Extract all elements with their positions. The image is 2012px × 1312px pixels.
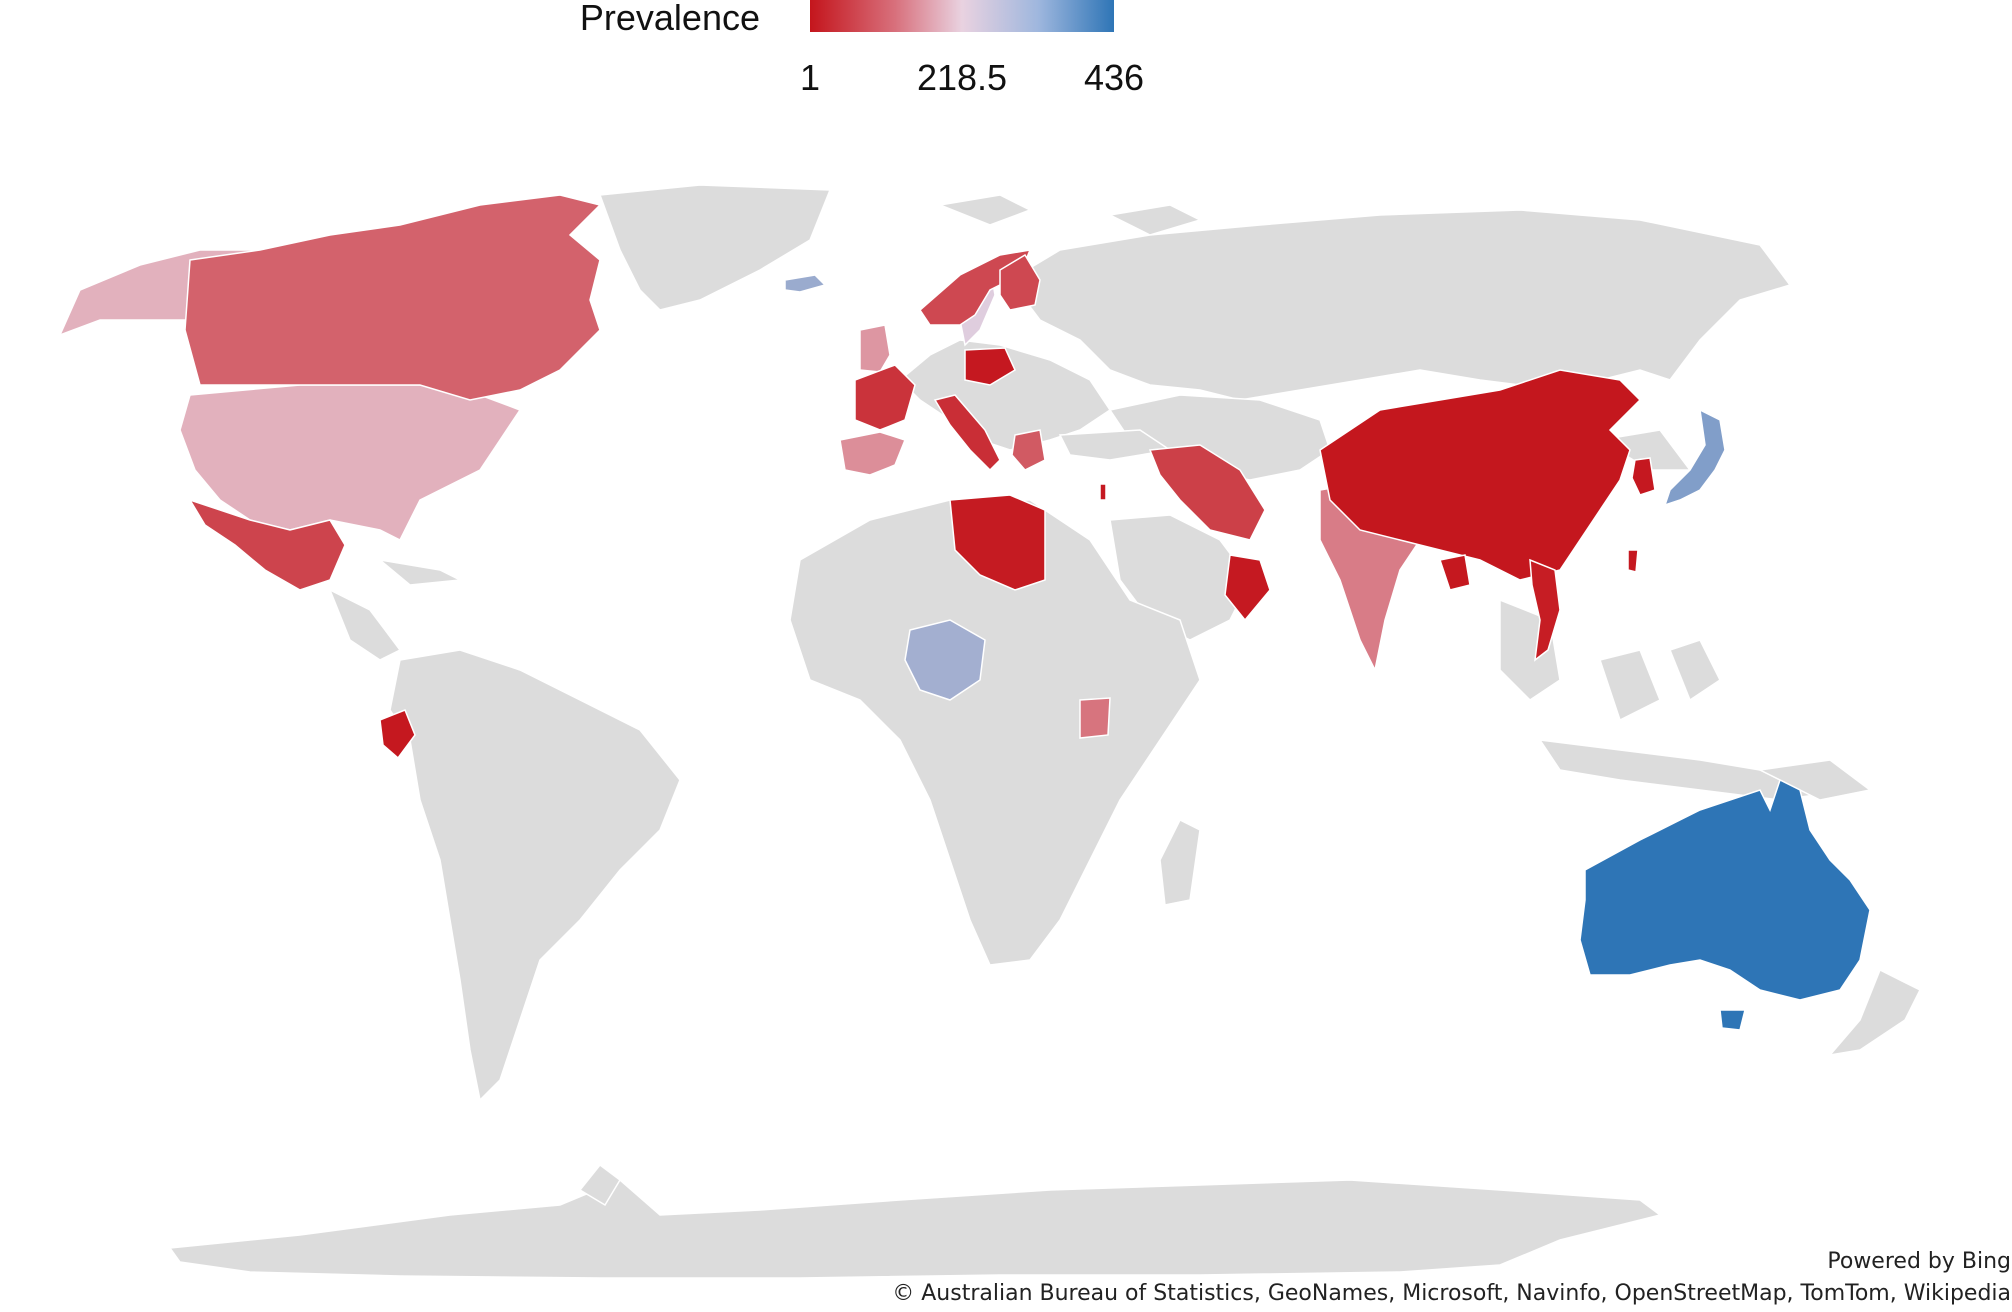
legend-title: Prevalence	[579, 0, 760, 38]
country-france[interactable]	[854, 364, 916, 431]
country-poland[interactable]	[964, 347, 1016, 386]
caribbean	[377, 558, 463, 586]
country-finland[interactable]	[999, 253, 1041, 311]
world-map[interactable]	[0, 140, 2012, 1290]
country-mexico[interactable]	[188, 498, 346, 591]
country-japan[interactable]	[1663, 408, 1726, 507]
data-countries	[58, 194, 1871, 1031]
greenland	[598, 184, 832, 311]
country-italy[interactable]	[933, 394, 1001, 472]
country-vietnam[interactable]	[1529, 558, 1561, 662]
russia	[1008, 209, 1792, 401]
new-zealand	[1828, 968, 1922, 1057]
south-america	[389, 649, 681, 1102]
country-nigeria[interactable]	[904, 619, 986, 701]
central-america	[328, 588, 402, 661]
country-ecuador[interactable]	[379, 709, 416, 760]
country-australia[interactable]	[1579, 778, 1871, 1031]
arctic-islands	[937, 194, 1032, 226]
country-uganda[interactable]	[1079, 697, 1111, 739]
attribution: © Australian Bureau of Statistics, GeoNa…	[892, 1281, 2011, 1306]
country-iceland[interactable]	[784, 274, 827, 293]
country-bangladesh[interactable]	[1439, 554, 1471, 591]
country-israel[interactable]	[1099, 483, 1107, 501]
country-united-kingdom[interactable]	[859, 324, 891, 373]
legend-max-label: 436	[1083, 57, 1145, 98]
map-credits: Powered by Bing © Australian Bureau of S…	[892, 1246, 2011, 1310]
madagascar	[1159, 818, 1201, 906]
no-data-landmass	[168, 184, 1922, 1279]
country-libya[interactable]	[949, 494, 1046, 591]
country-oman[interactable]	[1224, 554, 1271, 622]
powered-by-bing: Powered by Bing	[1827, 1249, 2011, 1274]
africa	[789, 499, 1201, 966]
country-greece[interactable]	[1011, 429, 1046, 471]
turkey	[1058, 429, 1172, 461]
country-spain[interactable]	[839, 431, 906, 476]
legend-min-label: 1	[799, 57, 821, 98]
legend-color-ramp	[810, 0, 1114, 32]
country-canada[interactable]	[184, 194, 602, 401]
country-south-korea[interactable]	[1631, 457, 1656, 496]
legend: Prevalence 1 218.5 436	[560, 0, 1160, 110]
legend-mid-label: 218.5	[916, 57, 1008, 98]
country-taiwan[interactable]	[1627, 549, 1639, 573]
country-china[interactable]	[1319, 369, 1642, 581]
country-iran[interactable]	[1148, 444, 1266, 541]
